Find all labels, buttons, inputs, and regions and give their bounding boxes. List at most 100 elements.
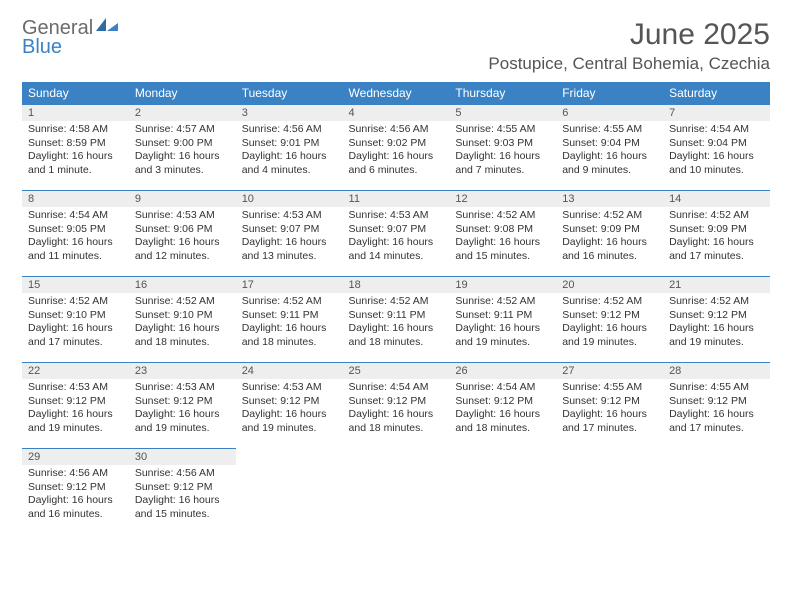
day-number: 7 <box>663 104 770 121</box>
calendar-day-cell: 18Sunrise: 4:52 AMSunset: 9:11 PMDayligh… <box>343 276 450 362</box>
sunset-text: Sunset: 9:00 PM <box>135 137 230 151</box>
sunrise-text: Sunrise: 4:52 AM <box>455 209 550 223</box>
sunrise-text: Sunrise: 4:58 AM <box>28 123 123 137</box>
calendar-day-cell: 5Sunrise: 4:55 AMSunset: 9:03 PMDaylight… <box>449 104 556 190</box>
daylight-text: Daylight: 16 hours and 18 minutes. <box>349 408 444 435</box>
month-title: June 2025 <box>488 18 770 52</box>
calendar-day-cell: 24Sunrise: 4:53 AMSunset: 9:12 PMDayligh… <box>236 362 343 448</box>
daylight-text: Daylight: 16 hours and 4 minutes. <box>242 150 337 177</box>
calendar-week-row: 8Sunrise: 4:54 AMSunset: 9:05 PMDaylight… <box>22 190 770 276</box>
sunset-text: Sunset: 8:59 PM <box>28 137 123 151</box>
calendar-day-cell: 1Sunrise: 4:58 AMSunset: 8:59 PMDaylight… <box>22 104 129 190</box>
day-number: 3 <box>236 104 343 121</box>
day-number: 2 <box>129 104 236 121</box>
sunset-text: Sunset: 9:03 PM <box>455 137 550 151</box>
calendar-day-cell: 15Sunrise: 4:52 AMSunset: 9:10 PMDayligh… <box>22 276 129 362</box>
day-number: 12 <box>449 190 556 207</box>
daylight-text: Daylight: 16 hours and 19 minutes. <box>242 408 337 435</box>
daylight-text: Daylight: 16 hours and 18 minutes. <box>242 322 337 349</box>
sunrise-text: Sunrise: 4:53 AM <box>242 381 337 395</box>
daylight-text: Daylight: 16 hours and 15 minutes. <box>455 236 550 263</box>
daylight-text: Daylight: 16 hours and 15 minutes. <box>135 494 230 521</box>
sunset-text: Sunset: 9:12 PM <box>135 481 230 495</box>
day-body: Sunrise: 4:52 AMSunset: 9:08 PMDaylight:… <box>449 207 556 268</box>
sunrise-text: Sunrise: 4:56 AM <box>28 467 123 481</box>
day-number: 22 <box>22 362 129 379</box>
day-body: Sunrise: 4:52 AMSunset: 9:12 PMDaylight:… <box>663 293 770 354</box>
sunrise-text: Sunrise: 4:52 AM <box>562 295 657 309</box>
logo-text-blue: Blue <box>22 37 118 57</box>
calendar-day-cell: 25Sunrise: 4:54 AMSunset: 9:12 PMDayligh… <box>343 362 450 448</box>
calendar-day-cell <box>343 448 450 534</box>
calendar-day-cell: 2Sunrise: 4:57 AMSunset: 9:00 PMDaylight… <box>129 104 236 190</box>
calendar-day-cell: 9Sunrise: 4:53 AMSunset: 9:06 PMDaylight… <box>129 190 236 276</box>
day-header: Saturday <box>663 82 770 104</box>
day-number: 9 <box>129 190 236 207</box>
day-number: 18 <box>343 276 450 293</box>
day-body: Sunrise: 4:54 AMSunset: 9:12 PMDaylight:… <box>449 379 556 440</box>
sunset-text: Sunset: 9:05 PM <box>28 223 123 237</box>
sunset-text: Sunset: 9:10 PM <box>135 309 230 323</box>
day-number: 19 <box>449 276 556 293</box>
day-body: Sunrise: 4:52 AMSunset: 9:09 PMDaylight:… <box>663 207 770 268</box>
calendar-day-cell: 17Sunrise: 4:52 AMSunset: 9:11 PMDayligh… <box>236 276 343 362</box>
header: General Blue June 2025 Postupice, Centra… <box>22 18 770 74</box>
daylight-text: Daylight: 16 hours and 7 minutes. <box>455 150 550 177</box>
daylight-text: Daylight: 16 hours and 19 minutes. <box>562 322 657 349</box>
day-header: Tuesday <box>236 82 343 104</box>
daylight-text: Daylight: 16 hours and 17 minutes. <box>28 322 123 349</box>
day-body: Sunrise: 4:56 AMSunset: 9:12 PMDaylight:… <box>22 465 129 526</box>
day-number: 6 <box>556 104 663 121</box>
sunrise-text: Sunrise: 4:56 AM <box>242 123 337 137</box>
calendar-week-row: 22Sunrise: 4:53 AMSunset: 9:12 PMDayligh… <box>22 362 770 448</box>
sunset-text: Sunset: 9:11 PM <box>242 309 337 323</box>
day-body: Sunrise: 4:53 AMSunset: 9:07 PMDaylight:… <box>236 207 343 268</box>
daylight-text: Daylight: 16 hours and 19 minutes. <box>455 322 550 349</box>
calendar-day-cell: 10Sunrise: 4:53 AMSunset: 9:07 PMDayligh… <box>236 190 343 276</box>
daylight-text: Daylight: 16 hours and 14 minutes. <box>349 236 444 263</box>
calendar-day-cell: 30Sunrise: 4:56 AMSunset: 9:12 PMDayligh… <box>129 448 236 534</box>
sunrise-text: Sunrise: 4:55 AM <box>455 123 550 137</box>
location: Postupice, Central Bohemia, Czechia <box>488 54 770 74</box>
daylight-text: Daylight: 16 hours and 10 minutes. <box>669 150 764 177</box>
day-body: Sunrise: 4:55 AMSunset: 9:12 PMDaylight:… <box>556 379 663 440</box>
sunset-text: Sunset: 9:02 PM <box>349 137 444 151</box>
sunset-text: Sunset: 9:12 PM <box>135 395 230 409</box>
day-number: 10 <box>236 190 343 207</box>
day-body: Sunrise: 4:54 AMSunset: 9:04 PMDaylight:… <box>663 121 770 182</box>
daylight-text: Daylight: 16 hours and 18 minutes. <box>349 322 444 349</box>
daylight-text: Daylight: 16 hours and 11 minutes. <box>28 236 123 263</box>
sunrise-text: Sunrise: 4:55 AM <box>562 123 657 137</box>
sunset-text: Sunset: 9:12 PM <box>349 395 444 409</box>
day-number: 16 <box>129 276 236 293</box>
calendar-day-cell <box>663 448 770 534</box>
day-body: Sunrise: 4:55 AMSunset: 9:12 PMDaylight:… <box>663 379 770 440</box>
day-body: Sunrise: 4:53 AMSunset: 9:12 PMDaylight:… <box>236 379 343 440</box>
daylight-text: Daylight: 16 hours and 16 minutes. <box>562 236 657 263</box>
calendar-day-cell: 16Sunrise: 4:52 AMSunset: 9:10 PMDayligh… <box>129 276 236 362</box>
daylight-text: Daylight: 16 hours and 9 minutes. <box>562 150 657 177</box>
sunset-text: Sunset: 9:06 PM <box>135 223 230 237</box>
daylight-text: Daylight: 16 hours and 16 minutes. <box>28 494 123 521</box>
calendar-day-cell: 8Sunrise: 4:54 AMSunset: 9:05 PMDaylight… <box>22 190 129 276</box>
sunrise-text: Sunrise: 4:53 AM <box>349 209 444 223</box>
day-body: Sunrise: 4:53 AMSunset: 9:12 PMDaylight:… <box>22 379 129 440</box>
calendar-day-cell: 20Sunrise: 4:52 AMSunset: 9:12 PMDayligh… <box>556 276 663 362</box>
day-header: Wednesday <box>343 82 450 104</box>
sunset-text: Sunset: 9:12 PM <box>669 395 764 409</box>
calendar-day-cell: 22Sunrise: 4:53 AMSunset: 9:12 PMDayligh… <box>22 362 129 448</box>
day-body: Sunrise: 4:56 AMSunset: 9:01 PMDaylight:… <box>236 121 343 182</box>
day-number: 26 <box>449 362 556 379</box>
sunrise-text: Sunrise: 4:57 AM <box>135 123 230 137</box>
daylight-text: Daylight: 16 hours and 6 minutes. <box>349 150 444 177</box>
sunrise-text: Sunrise: 4:53 AM <box>135 209 230 223</box>
day-number: 1 <box>22 104 129 121</box>
sunrise-text: Sunrise: 4:54 AM <box>669 123 764 137</box>
sunset-text: Sunset: 9:01 PM <box>242 137 337 151</box>
calendar-day-cell <box>449 448 556 534</box>
logo-text: General Blue <box>22 18 118 57</box>
day-body: Sunrise: 4:52 AMSunset: 9:11 PMDaylight:… <box>449 293 556 354</box>
logo-sail-icon <box>96 18 118 32</box>
day-number: 24 <box>236 362 343 379</box>
calendar-day-cell: 12Sunrise: 4:52 AMSunset: 9:08 PMDayligh… <box>449 190 556 276</box>
